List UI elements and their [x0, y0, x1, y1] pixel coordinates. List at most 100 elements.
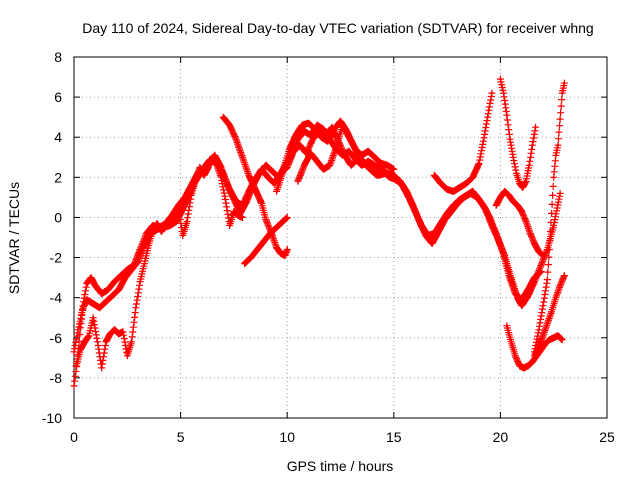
data-point: [243, 262, 246, 265]
data-point: [354, 148, 357, 151]
data-point: [430, 242, 434, 245]
data-point: [241, 216, 244, 219]
axis-ticks: 0 5 10 15 20 25 -10 -8 -6 -4 -2 0 2 4 6 8: [42, 49, 615, 445]
data-point: [556, 334, 560, 337]
data-point: [286, 216, 289, 219]
data-point: [354, 158, 357, 161]
data-point: [521, 186, 524, 189]
data-point: [241, 156, 244, 159]
data-point: [322, 168, 325, 171]
data-point: [232, 210, 236, 213]
chart-title: Day 110 of 2024, Sidereal Day-to-day VTE…: [82, 20, 593, 36]
y-tick-label: -6: [50, 330, 63, 346]
y-axis-label: SDTVAR / TECUs: [6, 182, 22, 294]
data-point: [77, 328, 80, 331]
data-point: [104, 300, 108, 303]
y-tick-label: -2: [50, 250, 63, 266]
data-point: [561, 91, 564, 95]
data-point: [524, 180, 528, 183]
data-point: [249, 256, 253, 259]
data-point: [303, 164, 306, 167]
data-point: [168, 220, 172, 223]
data-point: [143, 244, 146, 247]
data-point: [281, 170, 285, 173]
data-point: [74, 364, 78, 368]
data-point: [411, 204, 415, 207]
data-point: [198, 166, 201, 169]
data-point: [326, 140, 329, 143]
data-point: [563, 81, 566, 85]
series-track-k: [503, 322, 566, 372]
data-point: [113, 328, 116, 331]
data-point: [91, 302, 95, 305]
data-point: [392, 168, 395, 171]
data-point: [136, 260, 140, 263]
data-point: [347, 150, 351, 153]
data-point: [181, 234, 184, 237]
data-point: [281, 220, 285, 223]
data-point: [106, 288, 110, 291]
y-tick-label: -4: [50, 290, 63, 306]
data-point: [311, 138, 314, 141]
data-point: [236, 214, 240, 217]
data-point: [228, 123, 231, 127]
x-tick-label: 20: [493, 429, 509, 445]
data-point: [477, 162, 481, 165]
data-point: [437, 230, 440, 233]
data-point: [151, 228, 155, 231]
data-point: [273, 182, 276, 185]
data-point: [207, 166, 210, 169]
data-point: [185, 220, 189, 223]
data-point: [539, 264, 543, 267]
data-point: [516, 204, 519, 207]
data-point: [501, 250, 504, 253]
data-point: [379, 168, 383, 171]
data-point: [396, 180, 400, 183]
data-point: [234, 138, 238, 141]
data-point: [94, 284, 97, 287]
data-point: [194, 178, 197, 181]
data-point: [72, 350, 76, 354]
data-point: [264, 164, 268, 167]
data-point: [256, 248, 259, 251]
data-point: [341, 154, 344, 157]
data-point: [529, 232, 532, 235]
data-point: [526, 364, 530, 368]
data-point: [121, 330, 125, 333]
data-point: [520, 210, 523, 213]
data-point: [554, 154, 558, 157]
data-point: [275, 190, 278, 193]
data-point: [445, 188, 449, 191]
data-point: [452, 190, 455, 193]
data-point: [313, 128, 317, 131]
data-point: [89, 276, 93, 279]
data-point: [514, 354, 517, 358]
data-point: [541, 334, 545, 337]
x-tick-label: 25: [599, 429, 615, 445]
data-point: [320, 136, 323, 139]
data-point: [556, 144, 560, 147]
data-point: [164, 224, 167, 227]
x-tick-label: 10: [279, 429, 295, 445]
data-point: [458, 186, 462, 189]
data-point: [533, 354, 536, 358]
data-series: [70, 75, 568, 390]
data-point: [347, 136, 351, 139]
data-point: [160, 230, 163, 233]
data-point: [537, 328, 540, 331]
data-point: [85, 298, 88, 301]
data-point: [213, 154, 216, 157]
data-point: [219, 176, 223, 179]
data-point: [558, 117, 562, 121]
data-point: [550, 212, 553, 215]
data-point: [215, 164, 219, 167]
data-point: [541, 304, 545, 307]
data-point: [300, 123, 304, 127]
data-point: [524, 220, 528, 223]
data-point: [548, 338, 551, 341]
data-point: [533, 276, 536, 279]
data-point: [307, 121, 310, 125]
data-point: [507, 274, 511, 277]
series-track-m: [531, 272, 568, 360]
